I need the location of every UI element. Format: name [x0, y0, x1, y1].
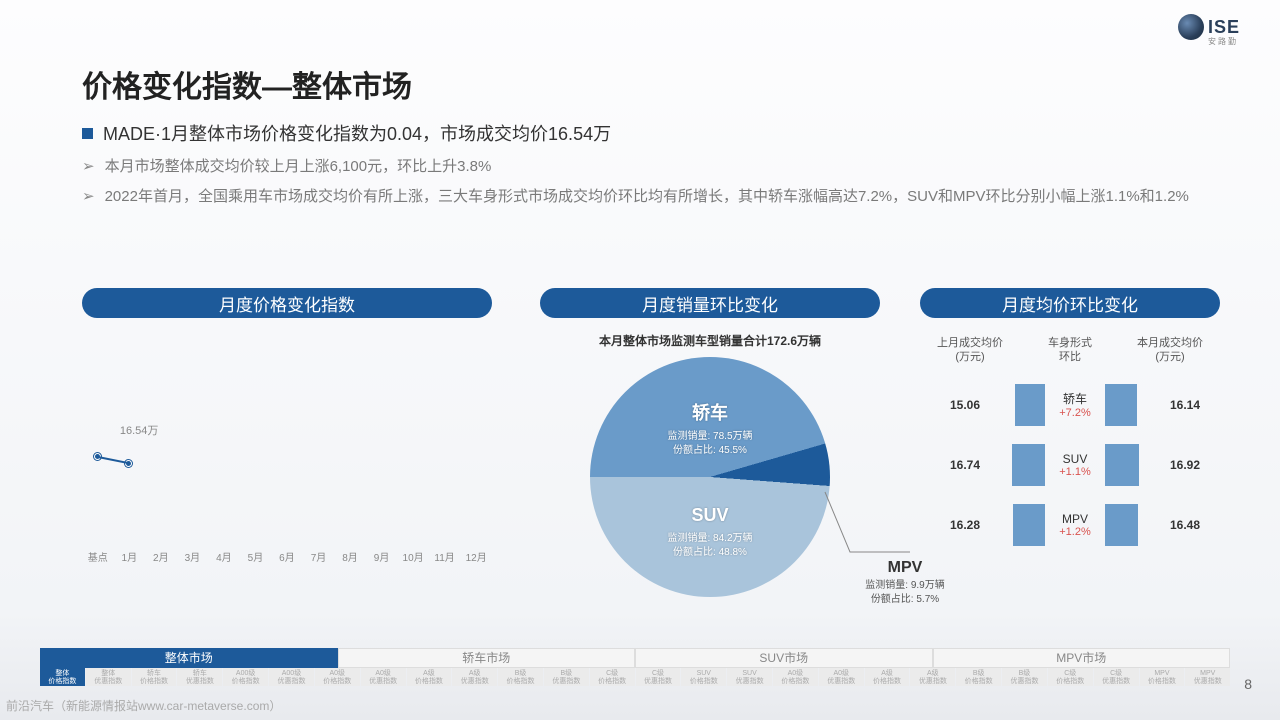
curr-bar — [1105, 444, 1139, 486]
comparison-row: 16.74 SUV+1.1% 16.92 — [920, 435, 1220, 495]
x-axis-tick: 7月 — [303, 549, 335, 564]
x-axis-tick: 12月 — [460, 549, 492, 564]
brand-logo: ISE 安路勤 — [1178, 14, 1240, 40]
minor-tab[interactable]: A0级价格指数 — [315, 668, 360, 686]
minor-tab[interactable]: MPV优惠指数 — [1185, 668, 1230, 686]
minor-tab[interactable]: A0级优惠指数 — [361, 668, 406, 686]
minor-tab[interactable]: A级价格指数 — [407, 668, 452, 686]
prev-bar — [1015, 384, 1045, 426]
section-sales-mom: 月度销量环比变化 本月整体市场监测车型销量合计172.6万辆 轿车 监测销量: … — [540, 288, 880, 597]
page-number: 8 — [1244, 676, 1252, 692]
bullet-square-icon — [82, 128, 93, 139]
x-axis-tick: 6月 — [271, 549, 303, 564]
x-axis-tick: 5月 — [240, 549, 272, 564]
minor-tab[interactable]: C级优惠指数 — [636, 668, 681, 686]
major-tab[interactable]: 整体市场 — [40, 648, 338, 668]
x-axis-tick: 4月 — [208, 549, 240, 564]
curr-value: 16.48 — [1170, 518, 1220, 532]
minor-tab[interactable]: C级价格指数 — [590, 668, 635, 686]
x-axis-tick: 8月 — [334, 549, 366, 564]
minor-tab[interactable]: A00级优惠指数 — [269, 668, 314, 686]
comparison-header-cell: 本月成交均价(万元) — [1120, 336, 1220, 365]
pie-chart-title: 本月整体市场监测车型销量合计172.6万辆 — [540, 332, 880, 349]
comparison-header-cell: 车身形式环比 — [1020, 336, 1120, 365]
x-axis-tick: 基点 — [82, 549, 114, 564]
minor-tab[interactable]: A级价格指数 — [865, 668, 910, 686]
prev-value: 16.74 — [920, 458, 980, 472]
watermark-text: 前沿汽车（新能源情报站www.car-metaverse.com） — [6, 697, 281, 714]
minor-tab[interactable]: C级价格指数 — [1048, 668, 1093, 686]
x-axis-tick: 11月 — [429, 549, 461, 564]
row-label: MPV+1.2% — [1045, 512, 1105, 538]
minor-tab[interactable]: A0级优惠指数 — [819, 668, 864, 686]
minor-tab[interactable]: B级价格指数 — [956, 668, 1001, 686]
minor-tab[interactable]: SUV优惠指数 — [727, 668, 772, 686]
comparison-row: 15.06 轿车+7.2% 16.14 — [920, 375, 1220, 435]
prev-bar — [1013, 504, 1045, 546]
row-label: 轿车+7.2% — [1045, 390, 1105, 419]
curr-bar — [1105, 384, 1137, 426]
section-title-pill: 月度价格变化指数 — [82, 288, 492, 318]
pie-leader-line — [590, 357, 830, 597]
curr-bar — [1105, 504, 1138, 546]
minor-tab[interactable]: A级优惠指数 — [452, 668, 497, 686]
section-avg-price-mom: 月度均价环比变化 上月成交均价(万元)车身形式环比本月成交均价(万元) 15.0… — [920, 288, 1220, 555]
minor-tab[interactable]: SUV价格指数 — [681, 668, 726, 686]
prev-value: 16.28 — [920, 518, 980, 532]
major-tab[interactable]: 轿车市场 — [338, 648, 636, 668]
minor-tab[interactable]: A级优惠指数 — [910, 668, 955, 686]
line-chart: 基点1月2月3月4月5月6月7月8月9月10月11月12月 16.54万 — [82, 338, 492, 598]
minor-tab[interactable]: A0级价格指数 — [773, 668, 818, 686]
minor-tab[interactable]: A00级价格指数 — [223, 668, 268, 686]
minor-tab[interactable]: 轿车价格指数 — [132, 668, 177, 686]
comparison-row: 16.28 MPV+1.2% 16.48 — [920, 495, 1220, 555]
logo-icon — [1178, 14, 1204, 40]
minor-tab[interactable]: B级优惠指数 — [1002, 668, 1047, 686]
minor-tabs: 整体价格指数整体优惠指数轿车价格指数轿车优惠指数A00级价格指数A00级优惠指数… — [40, 668, 1230, 686]
line-chart-segment — [98, 456, 130, 464]
bullet-list: ➢本月市场整体成交均价较上月上涨6,100元，环比上升3.8% ➢2022年首月，… — [82, 154, 1202, 213]
section-title-pill: 月度销量环比变化 — [540, 288, 880, 318]
bullet-item: ➢本月市场整体成交均价较上月上涨6,100元，环比上升3.8% — [82, 154, 1202, 180]
minor-tab[interactable]: 轿车优惠指数 — [177, 668, 222, 686]
major-tab[interactable]: MPV市场 — [933, 648, 1231, 668]
subtitle-text: MADE·1月整体市场价格变化指数为0.04，市场成交均价16.54万 — [103, 120, 611, 146]
subtitle-row: MADE·1月整体市场价格变化指数为0.04，市场成交均价16.54万 — [82, 120, 611, 146]
pie-chart: 轿车 监测销量: 78.5万辆 份额占比: 45.5% SUV 监测销量: 84… — [590, 357, 830, 597]
minor-tab[interactable]: MPV价格指数 — [1140, 668, 1185, 686]
major-tabs: 整体市场轿车市场SUV市场MPV市场 — [40, 648, 1230, 668]
x-axis-tick: 1月 — [114, 549, 146, 564]
bullet-item: ➢2022年首月，全国乘用车市场成交均价有所上涨，三大车身形式市场成交均价环比均… — [82, 184, 1202, 210]
x-axis-tick: 9月 — [366, 549, 398, 564]
comparison-rows: 15.06 轿车+7.2% 16.14 16.74 SUV+1.1% 16.92 16.28… — [920, 375, 1220, 555]
minor-tab[interactable]: B级价格指数 — [498, 668, 543, 686]
prev-bar — [1012, 444, 1045, 486]
major-tab[interactable]: SUV市场 — [635, 648, 933, 668]
page-title: 价格变化指数—整体市场 — [82, 62, 412, 106]
minor-tab[interactable]: 整体优惠指数 — [86, 668, 131, 686]
pie-slice-label-mpv: MPV 监测销量: 9.9万辆 份额占比: 5.7% — [850, 557, 960, 607]
prev-value: 15.06 — [920, 398, 980, 412]
line-chart-value-label: 16.54万 — [120, 422, 159, 438]
line-chart-x-axis: 基点1月2月3月4月5月6月7月8月9月10月11月12月 — [82, 549, 492, 564]
section-price-index: 月度价格变化指数 基点1月2月3月4月5月6月7月8月9月10月11月12月 1… — [82, 288, 492, 598]
section-title-pill: 月度均价环比变化 — [920, 288, 1220, 318]
curr-value: 16.14 — [1170, 398, 1220, 412]
curr-value: 16.92 — [1170, 458, 1220, 472]
x-axis-tick: 2月 — [145, 549, 177, 564]
logo-subtext: 安路勤 — [1208, 36, 1238, 47]
minor-tab[interactable]: 整体价格指数 — [40, 668, 85, 686]
comparison-header-cell: 上月成交均价(万元) — [920, 336, 1020, 365]
row-label: SUV+1.1% — [1045, 452, 1105, 478]
x-axis-tick: 10月 — [397, 549, 429, 564]
logo-text: ISE — [1208, 17, 1240, 38]
minor-tab[interactable]: C级优惠指数 — [1094, 668, 1139, 686]
minor-tab[interactable]: B级优惠指数 — [544, 668, 589, 686]
comparison-header: 上月成交均价(万元)车身形式环比本月成交均价(万元) — [920, 336, 1220, 365]
x-axis-tick: 3月 — [177, 549, 209, 564]
